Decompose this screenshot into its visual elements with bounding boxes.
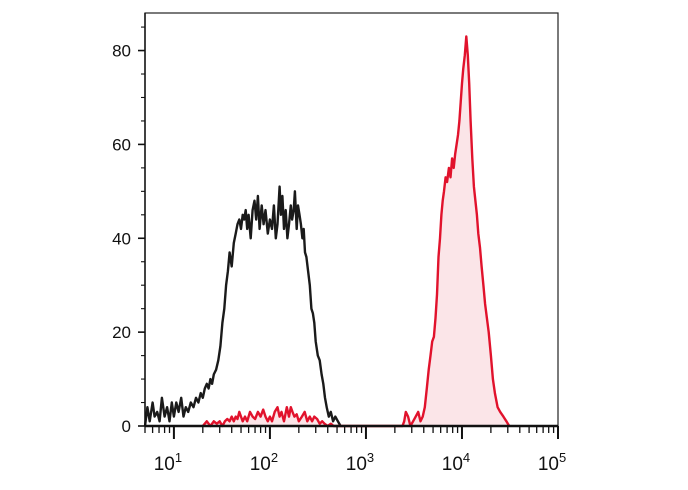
y-ticks: 0 20 40 60 80 [112, 26, 145, 436]
y-tick-label: 60 [112, 135, 131, 154]
x-tick-label: 103 [346, 450, 374, 475]
axis-layer [144, 13, 558, 428]
x-tick-label: 102 [250, 450, 278, 475]
series-2-fill [202, 36, 510, 426]
x-tick-label: 105 [538, 450, 566, 475]
x-ticks: 101 102 103 104 105 [144, 426, 566, 475]
y-tick-label: 40 [112, 229, 131, 248]
x-tick-label: 101 [154, 450, 182, 475]
x-tick-label: 104 [442, 450, 470, 475]
series-1-line [143, 185, 342, 427]
series-layer [143, 35, 511, 428]
series-2-line [201, 35, 511, 428]
plot-area-frame [144, 12, 559, 427]
y-tick-label: 20 [112, 323, 131, 342]
y-tick-label: 80 [112, 42, 131, 61]
y-tick-label: 0 [122, 417, 131, 436]
